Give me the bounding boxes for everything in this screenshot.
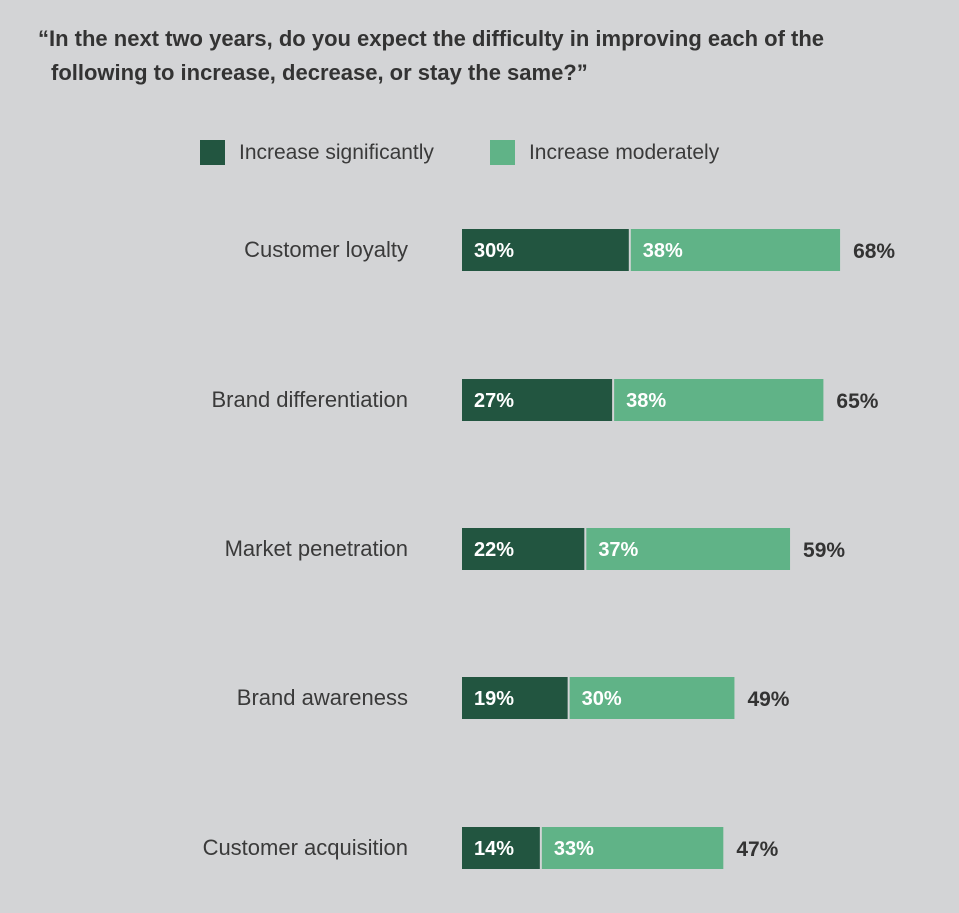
bar-significant-market-penetration: [462, 528, 585, 570]
data-label-significant-brand-awareness: 19%: [474, 688, 514, 710]
data-label-significant-market-penetration: 22%: [474, 539, 514, 561]
total-label-customer-loyalty: 68%: [853, 240, 895, 263]
legend: Increase significantly Increase moderate…: [200, 140, 775, 165]
data-label-moderate-market-penetration: 37%: [598, 539, 638, 561]
total-label-brand-awareness: 49%: [747, 688, 789, 711]
category-label-customer-loyalty: Customer loyalty: [244, 237, 408, 262]
title-line-1: “In the next two years, do you expect th…: [38, 26, 825, 51]
chart-title: “In the next two years, do you expect th…: [38, 22, 918, 90]
data-label-significant-brand-differentiation: 27%: [474, 390, 514, 412]
title-line-2: following to increase, decrease, or stay…: [51, 60, 588, 85]
category-label-brand-differentiation: Brand differentiation: [211, 387, 408, 412]
legend-swatch-moderate: [489, 140, 515, 165]
bar-significant-customer-acquisition: [462, 827, 540, 869]
bar-moderate-customer-acquisition: [541, 827, 724, 869]
data-label-moderate-brand-awareness: 30%: [582, 688, 622, 710]
data-label-significant-customer-acquisition: 14%: [474, 838, 514, 860]
bar-moderate-market-penetration: [586, 528, 791, 570]
bar-significant-brand-awareness: [462, 677, 568, 719]
bar-moderate-customer-loyalty: [630, 229, 841, 271]
bar-moderate-brand-differentiation: [614, 379, 824, 421]
total-label-brand-differentiation: 65%: [836, 390, 878, 413]
data-label-moderate-customer-loyalty: 38%: [643, 240, 683, 262]
category-label-customer-acquisition: Customer acquisition: [203, 835, 408, 860]
legend-swatch-significant: [200, 140, 225, 165]
bar-significant-brand-differentiation: [462, 379, 613, 421]
bar-significant-customer-loyalty: [462, 229, 629, 271]
total-label-customer-acquisition: 47%: [736, 838, 778, 861]
data-label-moderate-customer-acquisition: 33%: [554, 838, 594, 860]
legend-item-moderate: Increase moderately: [489, 140, 720, 165]
legend-item-significant: Increase significantly: [200, 140, 434, 165]
total-label-market-penetration: 59%: [803, 539, 845, 562]
bar-moderate-brand-awareness: [569, 677, 735, 719]
category-label-brand-awareness: Brand awareness: [237, 685, 408, 710]
data-label-moderate-brand-differentiation: 38%: [626, 390, 666, 412]
legend-label-moderate: Increase moderately: [528, 140, 720, 164]
category-label-market-penetration: Market penetration: [225, 536, 408, 561]
legend-label-significant: Increase significantly: [239, 140, 434, 164]
data-label-significant-customer-loyalty: 30%: [474, 240, 514, 262]
